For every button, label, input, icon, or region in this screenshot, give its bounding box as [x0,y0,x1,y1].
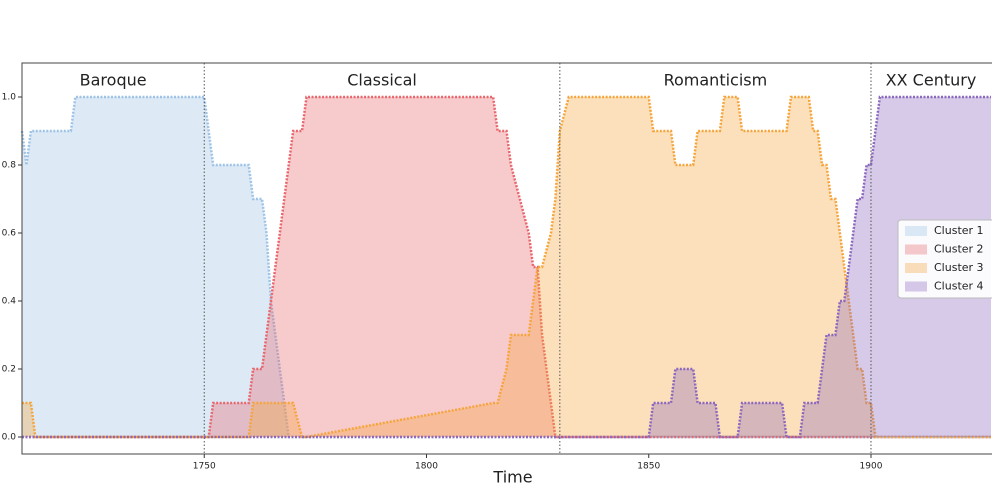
y-tick-label: 0.0 [2,433,17,443]
y-tick-label: 0.6 [2,229,17,239]
legend-label: Cluster 1 [934,224,984,237]
period-label: XX Century [886,71,977,90]
legend-label: Cluster 3 [934,261,984,274]
x-tick-label: 1850 [637,462,660,472]
y-tick-label: 0.8 [2,161,17,171]
x-tick-label: 1800 [415,462,438,472]
period-label: Romanticism [664,71,768,90]
y-tick-label: 1.0 [2,93,17,103]
y-tick-label: 0.4 [2,297,17,307]
x-tick-label: 1900 [860,462,883,472]
legend-swatch [905,226,927,236]
period-label: Baroque [80,71,147,90]
line [22,95,991,439]
line [20,95,991,439]
legend-label: Cluster 4 [934,280,984,293]
plot-frame [21,62,992,455]
legend-box [897,219,992,299]
area [22,97,991,437]
period-label: Classical [347,71,417,90]
x-tick-label: 1750 [193,462,216,472]
legend-swatch [905,263,927,273]
y-tick-label: 0.2 [2,365,16,375]
legend-label: Cluster 2 [934,243,984,256]
legend-swatch [905,244,927,255]
line [22,95,991,439]
legend: Cluster 1 Cluster 2 Cluster 3 Cluster 4 [897,219,992,299]
legend-swatch [905,281,927,292]
area [22,97,991,437]
x-axis-label: Time [492,468,532,487]
